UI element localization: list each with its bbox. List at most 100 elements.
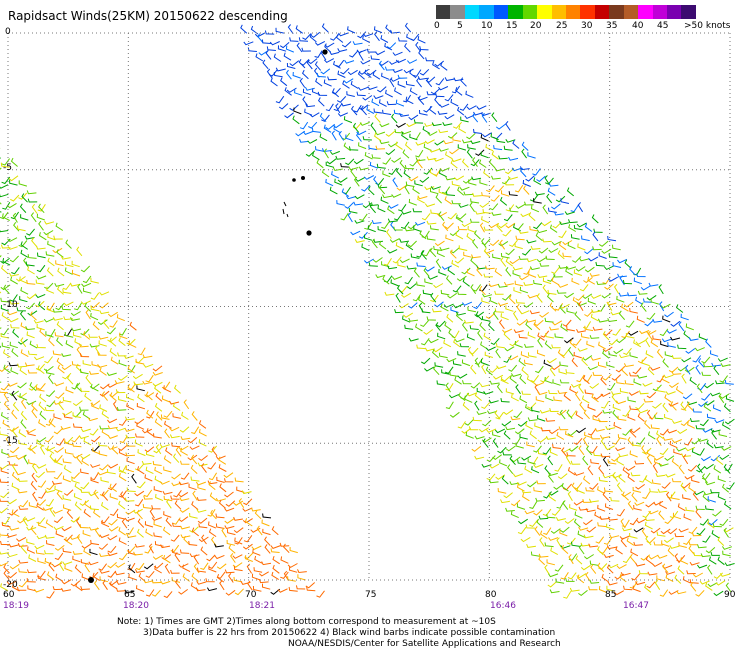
- wind-barb-east: [354, 239, 365, 243]
- wind-barb-west: [80, 488, 90, 493]
- wind-barb-east: [512, 310, 519, 321]
- wind-barb-east: [417, 76, 428, 81]
- wind-barb-east: [722, 550, 731, 557]
- wind-barb-east: [430, 186, 441, 190]
- wind-barb-east: [537, 415, 546, 422]
- wind-barb-west: [151, 579, 162, 584]
- wind-barb-east: [612, 403, 621, 411]
- wind-barb-west: [107, 382, 118, 388]
- legend-swatch-5: [508, 5, 523, 19]
- wind-barb-east: [612, 244, 621, 251]
- wind-barb-east: [525, 403, 533, 412]
- wind-barb-west: [9, 179, 18, 186]
- wind-barb-east: [479, 285, 486, 296]
- wind-barb-east: [559, 379, 570, 384]
- wind-barb-east: [416, 281, 426, 287]
- wind-barb-east: [523, 185, 530, 195]
- wind-barb-east: [603, 554, 614, 558]
- wind-barb-east: [491, 211, 502, 216]
- wind-barb-east: [673, 448, 682, 456]
- wind-barb-east: [682, 393, 693, 400]
- wind-barb-west: [107, 545, 117, 554]
- wind-barb-west: [155, 493, 164, 502]
- wind-barb-east: [634, 501, 645, 506]
- wind-barb-east: [508, 191, 518, 196]
- wind-barb-east: [671, 458, 680, 467]
- wind-barb-east: [447, 132, 458, 139]
- wind-barb-east: [371, 154, 381, 159]
- wind-barb-east: [587, 366, 598, 371]
- wind-barb-west: [82, 330, 91, 340]
- wind-barb-east: [311, 127, 321, 133]
- wind-barb-west: [80, 368, 89, 375]
- wind-barb-east: [647, 431, 656, 440]
- wind-barb-east: [584, 266, 595, 273]
- wind-barb-east: [617, 434, 627, 440]
- wind-barb-east: [593, 451, 603, 457]
- wind-barb-east: [404, 22, 412, 33]
- wind-barb-west: [228, 572, 234, 583]
- wind-barb-east: [560, 349, 570, 357]
- wind-barb-east: [362, 33, 374, 37]
- wind-barb-east: [560, 198, 570, 204]
- wind-barb-east: [298, 58, 306, 69]
- wind-barb-west: [19, 203, 27, 213]
- wind-barb-east: [549, 407, 559, 413]
- wind-barb-west: [26, 190, 37, 195]
- wind-barb-west: [123, 355, 134, 359]
- wind-barb-east: [602, 456, 609, 467]
- wind-barb-east: [559, 409, 566, 420]
- wind-barb-east: [555, 517, 566, 521]
- wind-barb-west: [137, 347, 146, 356]
- wind-barb-east: [630, 472, 641, 477]
- wind-barb-east: [680, 401, 687, 412]
- wind-barb-east: [576, 302, 587, 307]
- wind-barb-west: [11, 390, 18, 401]
- wind-barb-west: [118, 527, 126, 536]
- wind-barb-east: [546, 513, 556, 519]
- wind-barb-east: [721, 546, 733, 550]
- wind-barb-east: [677, 565, 685, 575]
- wind-barb-east: [583, 534, 594, 539]
- wind-barb-east: [684, 437, 693, 446]
- wind-barb-west: [120, 491, 127, 501]
- wind-barb-east: [567, 572, 577, 580]
- wind-barb-west: [35, 471, 46, 479]
- wind-barb-east: [480, 151, 489, 159]
- note-line-1: Note: 1) Times are GMT 2)Times along bot…: [117, 617, 496, 627]
- wind-barb-east: [500, 252, 510, 259]
- wind-barb-east: [457, 186, 465, 196]
- wind-barb-east: [444, 321, 452, 331]
- wind-barb-west: [160, 544, 171, 549]
- wind-barb-west: [99, 534, 110, 539]
- wind-barb-west: [0, 532, 9, 537]
- wind-barb-west: [228, 544, 236, 554]
- wind-barb-east: [659, 301, 665, 312]
- wind-barb-east: [702, 535, 711, 543]
- wind-barb-west: [17, 542, 28, 547]
- wind-barb-east: [558, 241, 567, 251]
- wind-barb-east: [652, 562, 663, 568]
- wind-barb-east: [532, 168, 541, 176]
- wind-barb-west: [26, 546, 36, 554]
- wind-barb-west: [73, 493, 82, 501]
- wind-barb-east: [644, 419, 651, 430]
- wind-barb-east: [417, 195, 428, 200]
- wind-barb-east: [636, 273, 646, 278]
- wind-barb-east: [611, 374, 622, 381]
- wind-barb-east: [494, 428, 506, 434]
- wind-barb-east: [502, 451, 512, 456]
- wind-barb-east: [333, 60, 341, 69]
- wind-barb-east: [670, 320, 681, 327]
- wind-barb-west: [7, 553, 18, 558]
- wind-barb-east: [405, 96, 414, 105]
- wind-barb-east: [461, 222, 472, 228]
- wind-barb-east: [505, 426, 516, 431]
- wind-barb-east: [505, 445, 516, 452]
- wind-barb-west: [144, 474, 153, 482]
- wind-barb-east: [483, 273, 493, 278]
- wind-barb-east: [650, 424, 660, 430]
- wind-barb-east: [505, 388, 515, 395]
- wind-barb-east: [518, 229, 529, 234]
- wind-barb-west: [137, 449, 146, 457]
